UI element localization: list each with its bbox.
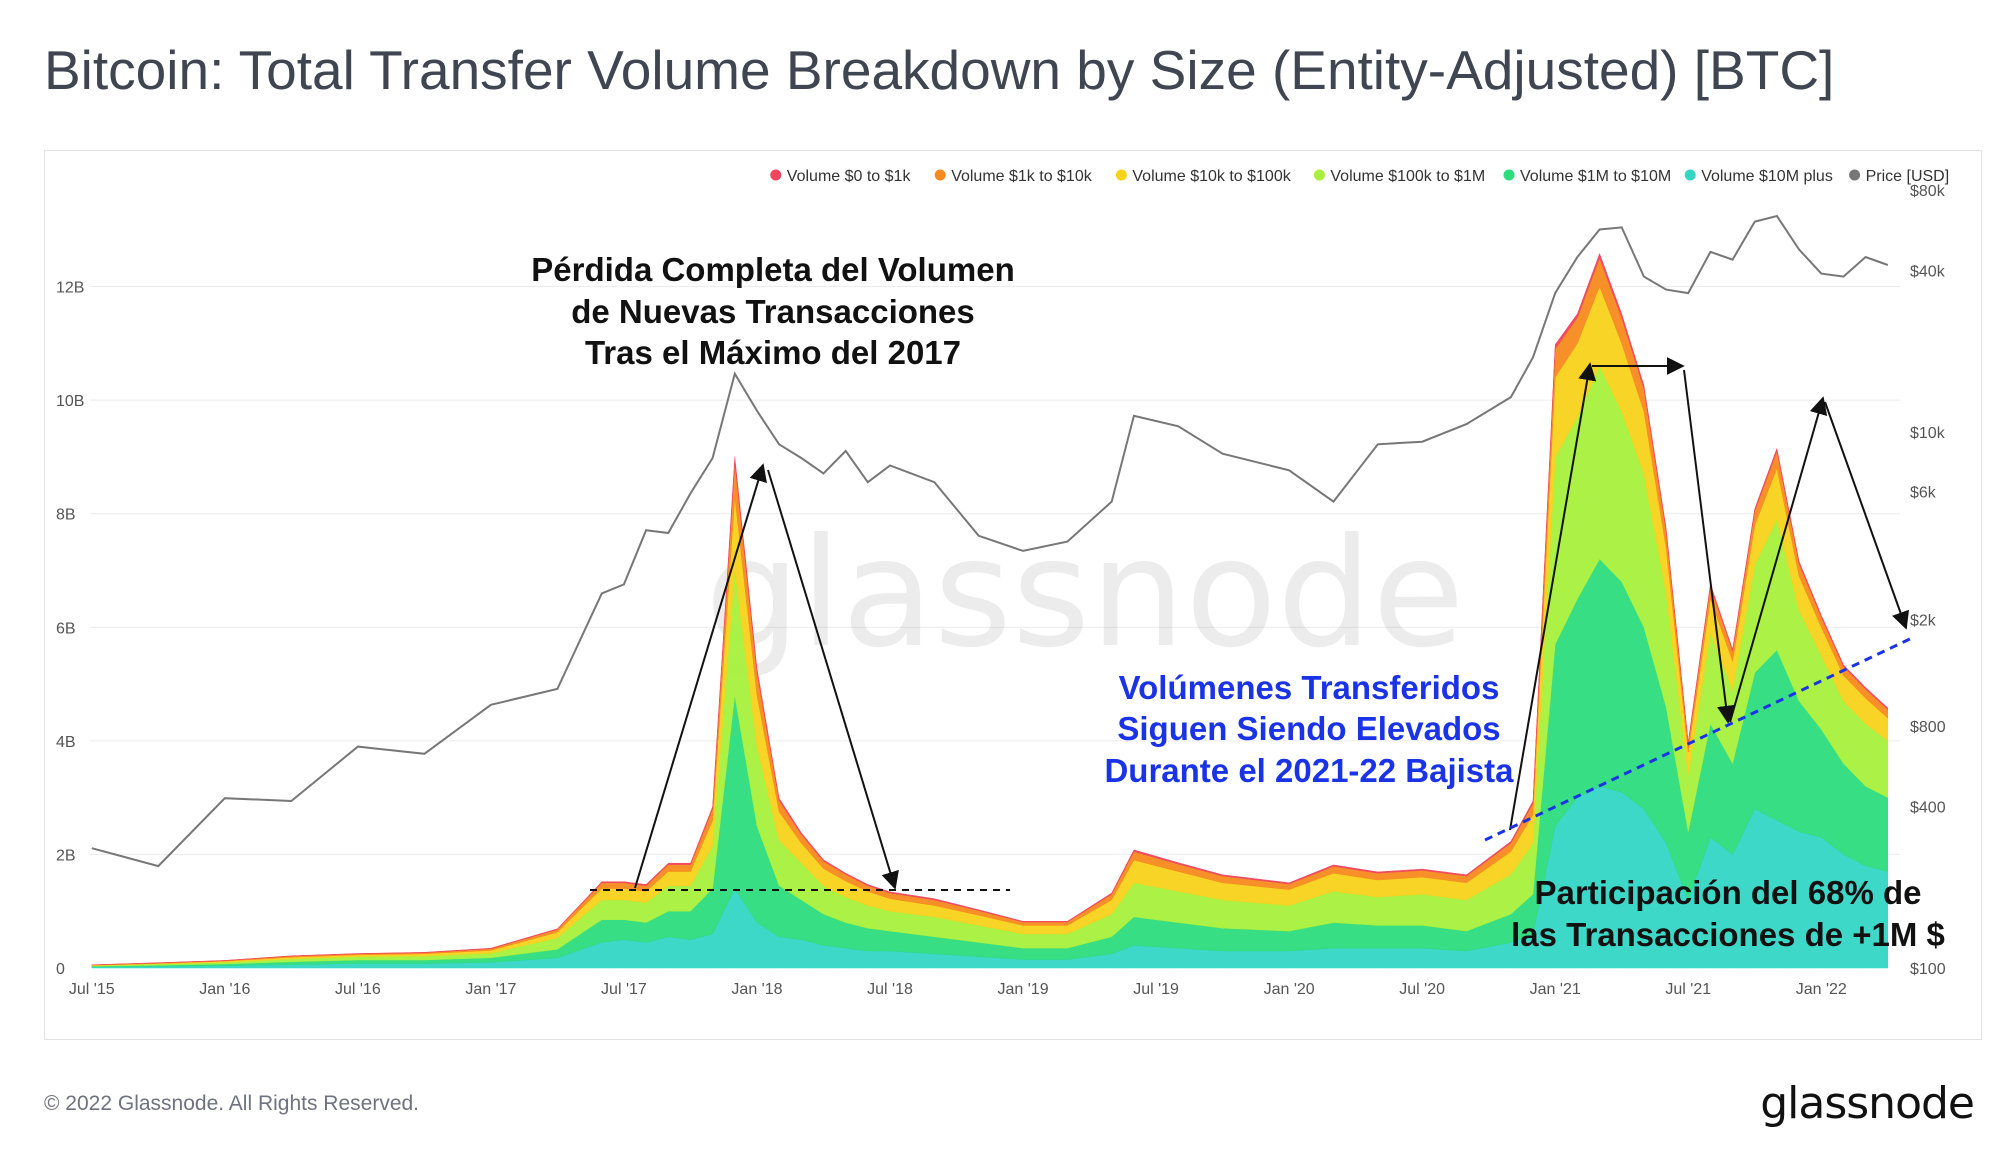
y-right-tick-label: $40k <box>1910 264 1946 281</box>
brand-logo: glassnode <box>1760 1078 1975 1129</box>
legend-label: Volume $10M plus <box>1701 168 1833 185</box>
y-left-tick-label: 6B <box>56 620 76 637</box>
x-tick-label: Jan '16 <box>199 981 250 998</box>
x-axis: Jul '15 Jan '16 Jul '16 Jan '17 Jul '17 Jan '… <box>69 981 1847 998</box>
y-left-tick-label: 12B <box>56 280 84 297</box>
y-left-tick-label: 10B <box>56 393 84 410</box>
legend-swatch <box>770 169 782 181</box>
arrow-up-2021 <box>1509 362 1597 831</box>
price-series <box>91 214 1889 868</box>
area-series <box>91 252 1889 969</box>
legend-item[interactable]: Volume $1M to $10M <box>1503 168 1672 185</box>
x-tick-label: Jul '18 <box>867 981 913 998</box>
legend-item[interactable]: Volume $1k to $10k <box>934 168 1093 185</box>
dashed-trend-blue <box>1484 636 1913 842</box>
legend-swatch <box>1684 169 1696 181</box>
y-axis-left: 0 2B 4B 6B 8B 10B 12B <box>56 280 84 978</box>
arrow-up-late-2021 <box>1729 396 1828 723</box>
watermark: glassnode <box>705 507 1464 681</box>
annotation-elevated: Volúmenes Transferidos Siguen Siendo Ele… <box>1104 669 1514 789</box>
legend-label: Volume $10k to $100k <box>1132 168 1291 185</box>
legend-swatch <box>934 169 946 181</box>
legend-item[interactable]: Volume $10M plus <box>1684 168 1833 185</box>
legend-swatch <box>1115 169 1127 181</box>
legend-swatch <box>1503 169 1515 181</box>
legend-item[interactable]: Volume $0 to $1k <box>770 168 911 185</box>
annotation-elevated-line: Durante el 2021-22 Bajista <box>1104 752 1514 789</box>
x-tick-label: Jul '19 <box>1133 981 1179 998</box>
copyright-footer: © 2022 Glassnode. All Rights Reserved. <box>44 1092 420 1115</box>
y-right-tick-label: $80k <box>1910 183 1946 200</box>
arrow-up-2017 <box>634 463 767 889</box>
arrow-down-2018 <box>767 469 899 890</box>
x-tick-label: Jan '21 <box>1530 981 1581 998</box>
x-tick-label: Jan '17 <box>465 981 516 998</box>
annotation-loss-line: Pérdida Completa del Volumen <box>531 251 1014 288</box>
annotation-arrows <box>590 357 1913 891</box>
annotation-elevated-line: Siguen Siendo Elevados <box>1117 710 1500 747</box>
legend-item[interactable]: Volume $100k to $1M <box>1313 168 1485 185</box>
y-right-tick-label: $6k <box>1910 484 1937 501</box>
x-tick-label: Jan '22 <box>1796 981 1847 998</box>
x-tick-label: Jul '15 <box>69 981 115 998</box>
annotation-loss-line: de Nuevas Transacciones <box>571 293 975 330</box>
legend-label: Volume $1k to $10k <box>951 168 1093 185</box>
x-tick-label: Jul '16 <box>335 981 381 998</box>
annotation-loss: Pérdida Completa del Volumen de Nuevas T… <box>531 251 1014 371</box>
y-right-tick-label: $10k <box>1910 425 1946 442</box>
price-line <box>91 214 1889 868</box>
area-volume-0-to-1k <box>91 252 1889 966</box>
legend-label: Price [USD] <box>1866 168 1950 185</box>
y-right-tick-label: $100 <box>1910 961 1946 978</box>
legend-swatch <box>1849 169 1861 181</box>
annotation-loss-line: Tras el Máximo del 2017 <box>585 334 961 371</box>
legend-item[interactable]: Volume $10k to $100k <box>1115 168 1292 185</box>
x-tick-label: Jul '17 <box>601 981 647 998</box>
y-right-tick-label: $2k <box>1910 612 1937 629</box>
x-tick-label: Jan '20 <box>1264 981 1315 998</box>
x-tick-label: Jul '21 <box>1665 981 1711 998</box>
y-left-tick-label: 2B <box>56 847 76 864</box>
legend-swatch <box>1313 169 1325 181</box>
annotation-elevated-line: Volúmenes Transferidos <box>1119 669 1500 706</box>
legend-label: Volume $100k to $1M <box>1330 168 1485 185</box>
chart-frame <box>44 150 1982 1040</box>
annotation-share-line: las Transacciones de +1M $ <box>1511 916 1945 953</box>
arrow-down-2021 <box>1683 369 1735 724</box>
y-left-tick-label: 0 <box>56 961 65 978</box>
legend: Price [USD] Volume $10M plus Volume $1M to… <box>770 168 1949 185</box>
y-right-tick-label: $400 <box>1910 800 1946 817</box>
legend-item[interactable]: Price [USD] <box>1849 168 1949 185</box>
legend-label: Volume $1M to $10M <box>1520 168 1671 185</box>
chart-title: Bitcoin: Total Transfer Volume Breakdown… <box>44 39 1835 101</box>
y-left-tick-label: 8B <box>56 507 76 524</box>
arrow-down-2022 <box>1824 401 1910 630</box>
x-tick-label: Jul '20 <box>1399 981 1445 998</box>
y-right-tick-label: $800 <box>1910 719 1946 736</box>
x-tick-label: Jan '18 <box>731 981 782 998</box>
annotation-share-line: Participación del 68% de <box>1535 874 1922 911</box>
y-left-tick-label: 4B <box>56 734 76 751</box>
annotation-share: Participación del 68% de las Transaccion… <box>1511 874 1945 953</box>
y-axis-right: $100 $400 $800 $2k $6k $10k $40k $80k <box>1910 183 1946 978</box>
x-tick-label: Jan '19 <box>998 981 1049 998</box>
legend-label: Volume $0 to $1k <box>787 168 912 185</box>
